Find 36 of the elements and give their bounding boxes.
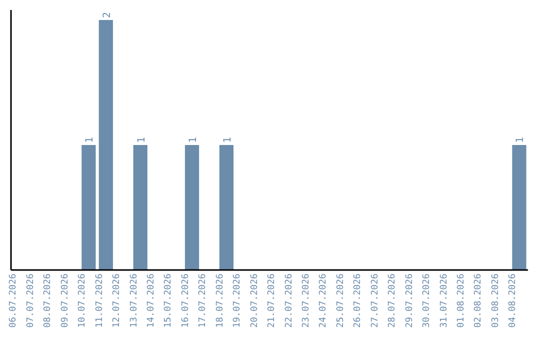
- x-tick-label: 12.07.2026: [112, 274, 122, 328]
- x-tick-label: 16.07.2026: [180, 274, 191, 328]
- x-tick-label: 06.07.2026: [8, 274, 19, 328]
- x-tick-label: 15.07.2026: [164, 274, 174, 328]
- x-tick-label: 02.08.2026: [474, 274, 484, 328]
- x-tick-label: 07.07.2026: [26, 274, 36, 328]
- x-tick-label: 25.07.2026: [336, 274, 346, 328]
- x-tick-label: 09.07.2026: [60, 274, 70, 328]
- x-tick-label: 29.07.2026: [404, 274, 415, 328]
- x-tick-label: 23.07.2026: [302, 274, 312, 328]
- x-tick-label: 21.07.2026: [267, 274, 278, 328]
- x-tick-label: 26.07.2026: [353, 274, 364, 328]
- x-tick-label: 24.07.2026: [318, 274, 329, 328]
- x-tick-label: 20.07.2026: [250, 274, 260, 328]
- data-label: 1: [222, 136, 234, 143]
- x-tick-label: 04.08.2026: [508, 274, 518, 328]
- data-label: 1: [515, 136, 526, 143]
- x-tick-label: 08.07.2026: [43, 274, 54, 328]
- x-tick-label: 14.07.2026: [146, 274, 157, 328]
- x-tick-label: 11.07.2026: [94, 274, 105, 328]
- x-tick-label: 22.07.2026: [284, 274, 294, 328]
- x-tick-label: 27.07.2026: [370, 274, 380, 328]
- x-tick-label: 28.07.2026: [388, 274, 398, 328]
- x-tick-label: 31.07.2026: [439, 274, 450, 328]
- data-label: 1: [136, 136, 148, 143]
- data-label: 1: [84, 136, 96, 143]
- x-tick-label: 01.08.2026: [456, 274, 466, 328]
- x-tick-label: 13.07.2026: [129, 274, 140, 328]
- x-tick-label: 18.07.2026: [215, 274, 226, 328]
- x-tick-label: 03.08.2026: [490, 274, 501, 328]
- x-tick-label: 10.07.2026: [78, 274, 88, 328]
- data-label: 1: [188, 136, 199, 143]
- x-tick-label: 19.07.2026: [232, 274, 243, 328]
- data-label: 2: [102, 12, 113, 18]
- x-tick-label: 17.07.2026: [198, 274, 208, 328]
- x-tick-label: 30.07.2026: [422, 274, 432, 328]
